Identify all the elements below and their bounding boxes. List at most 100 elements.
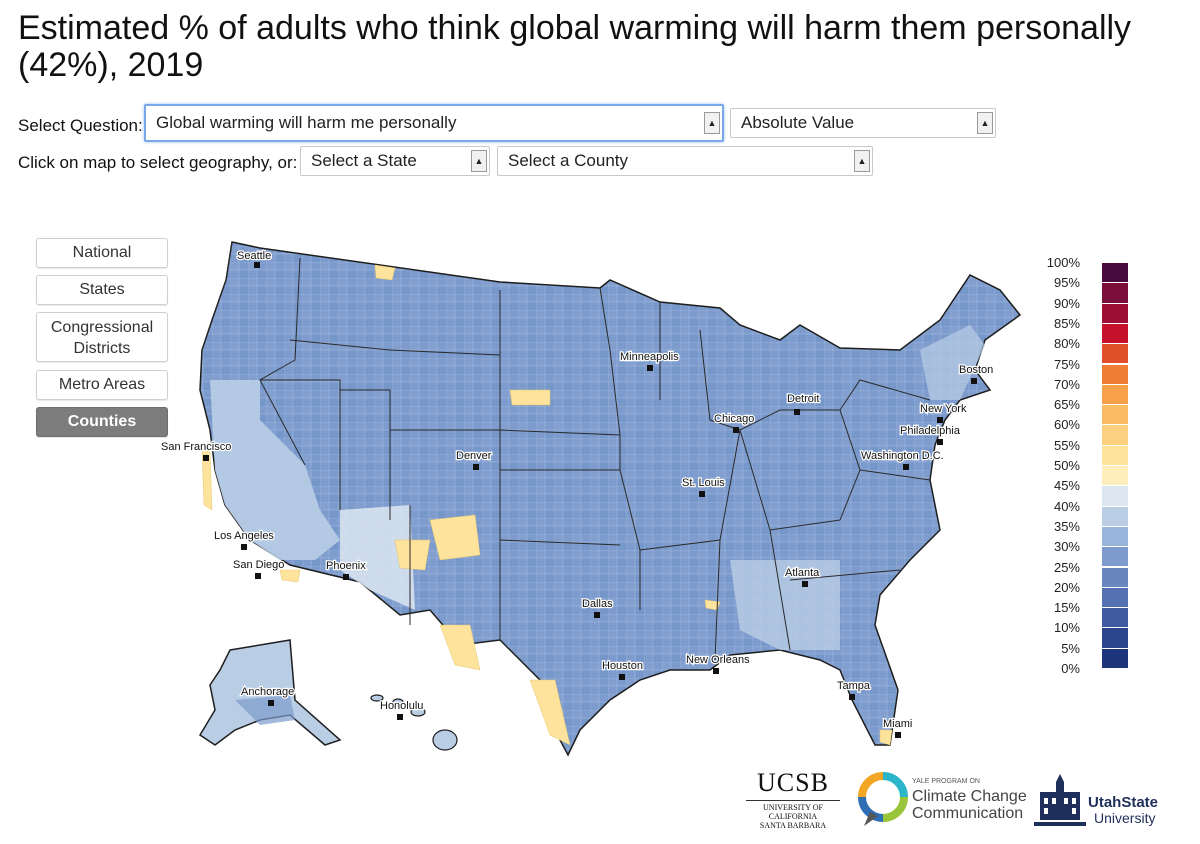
city-marker xyxy=(647,365,653,371)
city-label: Detroit xyxy=(787,393,819,405)
city-marker xyxy=(733,427,739,433)
city-label: Atlanta xyxy=(785,567,820,579)
legend-label: 20% xyxy=(1053,579,1080,595)
city-marker xyxy=(343,574,349,580)
legend-swatch xyxy=(1102,546,1128,567)
legend-divider xyxy=(1102,282,1128,284)
hawaii-shape[interactable] xyxy=(370,694,458,751)
legend-label: 85% xyxy=(1053,315,1080,331)
legend-label: 55% xyxy=(1053,437,1080,453)
yale-logo-line1: Climate Change xyxy=(912,788,1027,805)
chevron-down-icon: ▲ xyxy=(704,112,720,134)
legend-label: 70% xyxy=(1053,376,1080,392)
legend-divider xyxy=(1102,383,1128,385)
high-concern-counties xyxy=(201,264,893,746)
ucsb-logo-name: UCSB xyxy=(757,768,829,797)
county-select-value: Select a County xyxy=(508,151,629,170)
legend-divider xyxy=(1102,505,1128,507)
legend-label: 30% xyxy=(1053,539,1080,555)
question-select-value: Global warming will harm me personally xyxy=(156,113,457,132)
legend-swatch xyxy=(1102,282,1128,303)
legend-swatch xyxy=(1102,322,1128,344)
city-marker xyxy=(802,581,808,587)
mode-select[interactable]: Absolute Value ▲ xyxy=(730,108,996,138)
utah-state-building-icon xyxy=(1034,774,1086,826)
legend-swatch xyxy=(1102,404,1128,425)
legend-divider xyxy=(1102,322,1128,324)
state-select[interactable]: Select a State ▲ xyxy=(300,146,490,176)
alaska-interior xyxy=(235,695,295,725)
city-marker xyxy=(937,439,943,445)
legend-swatch xyxy=(1102,424,1128,445)
legend-divider xyxy=(1102,586,1128,588)
legend-label: 60% xyxy=(1053,417,1080,433)
geo-button-national[interactable]: National xyxy=(36,238,168,268)
legend-swatch xyxy=(1102,647,1128,668)
legend-divider xyxy=(1102,566,1128,568)
legend-label: 15% xyxy=(1053,600,1080,616)
legend-swatch xyxy=(1102,566,1128,587)
legend-label: 50% xyxy=(1053,458,1080,473)
legend-divider xyxy=(1102,262,1128,263)
chevron-down-icon: ▲ xyxy=(854,150,870,172)
legend-swatch xyxy=(1102,465,1128,486)
ucsb-logo-subtitle-1: UNIVERSITY OF CALIFORNIA xyxy=(763,803,823,821)
legend-label: 80% xyxy=(1053,336,1080,352)
city-label: San Francisco xyxy=(161,441,231,453)
legend-swatch xyxy=(1102,485,1128,506)
geo-button-counties[interactable]: Counties xyxy=(36,407,168,437)
yale-climate-logo: YALE PROGRAM ON Climate Change Communica… xyxy=(858,772,1028,832)
page-title: Estimated % of adults who think global w… xyxy=(18,9,1132,84)
legend-divider xyxy=(1102,465,1128,466)
legend-divider xyxy=(1102,607,1128,609)
city-marker xyxy=(241,544,247,550)
legend-divider xyxy=(1102,485,1128,487)
question-select[interactable]: Global warming will harm me personally ▲ xyxy=(144,104,724,142)
yale-logo-icon xyxy=(858,772,908,826)
legend-label: 35% xyxy=(1053,518,1080,534)
city-label: Denver xyxy=(456,450,492,462)
geo-button-metro-areas[interactable]: Metro Areas xyxy=(36,370,168,400)
legend-swatch xyxy=(1102,607,1128,628)
us-county-map[interactable]: Seattle San Francisco Los Angeles San Diego… xyxy=(140,230,1040,780)
alaska-shape[interactable] xyxy=(198,639,342,746)
legend-swatch xyxy=(1102,383,1128,405)
legend-swatch xyxy=(1102,586,1128,608)
ucsb-logo-subtitle-2: SANTA BARBARA xyxy=(759,821,827,830)
contiguous-us-shape[interactable] xyxy=(199,241,1022,757)
legend-divider xyxy=(1102,424,1128,426)
city-label: Houston xyxy=(602,660,643,672)
color-legend: 100% 95% 90% 85% 80% 75% 70% 65% 60% 55% 50% 45% 40%… xyxy=(1047,255,1160,682)
legend-divider xyxy=(1102,302,1128,304)
city-label: Washington D.C. xyxy=(861,450,944,462)
city-label: New Orleans xyxy=(686,654,750,666)
yale-logo-line2: Communication xyxy=(912,805,1024,822)
city-label: Minneapolis xyxy=(620,351,679,363)
city-marker xyxy=(594,612,600,618)
city-label: Miami xyxy=(883,718,912,730)
legend-label: 40% xyxy=(1053,498,1080,514)
city-marker xyxy=(699,491,705,497)
city-label: Boston xyxy=(959,364,993,376)
geo-button-congressional-districts[interactable]: Congressional Districts xyxy=(36,312,168,362)
city-marker xyxy=(794,409,800,415)
light-region-south xyxy=(730,560,840,650)
geography-prompt-label: Click on map to select geography, or: xyxy=(18,153,298,172)
city-label: St. Louis xyxy=(682,477,725,489)
city-marker xyxy=(937,417,943,423)
light-region-northeast xyxy=(920,325,985,400)
chevron-down-icon: ▲ xyxy=(471,150,487,172)
legend-label: 95% xyxy=(1053,275,1080,291)
city-markers: Seattle San Francisco Los Angeles San Diego… xyxy=(160,249,995,738)
legend-label: 100% xyxy=(1046,255,1080,270)
legend-divider xyxy=(1102,404,1128,406)
geo-button-states[interactable]: States xyxy=(36,275,168,305)
city-label: Dallas xyxy=(582,598,613,610)
legend-label: 25% xyxy=(1053,559,1080,575)
city-marker xyxy=(619,674,625,680)
city-label: San Diego xyxy=(233,559,284,571)
utah-state-logo: UtahState University xyxy=(1030,772,1170,832)
light-region-southwest xyxy=(340,505,415,610)
legend-label: 0% xyxy=(1061,661,1080,676)
county-select[interactable]: Select a County ▲ xyxy=(497,146,873,176)
